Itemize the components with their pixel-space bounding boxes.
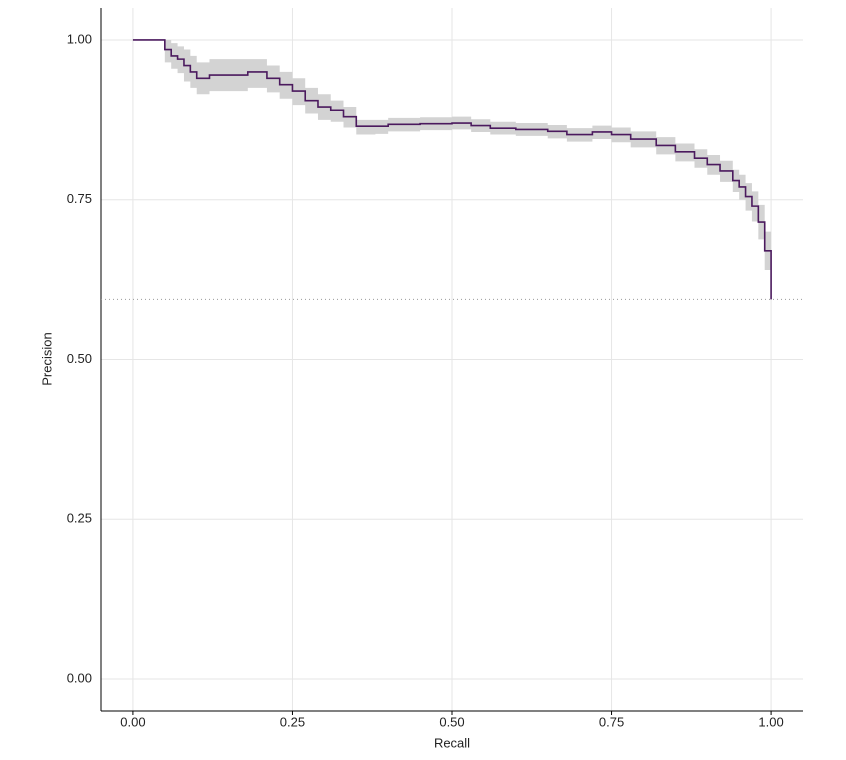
x-tick-label: 1.00 bbox=[758, 714, 783, 729]
x-tick-label: 0.00 bbox=[120, 714, 145, 729]
y-tick-label: 0.00 bbox=[67, 670, 92, 685]
y-tick-label: 0.25 bbox=[67, 511, 92, 526]
confidence-band bbox=[132, 39, 772, 322]
y-tick-label: 0.75 bbox=[67, 191, 92, 206]
x-axis-title: Recall bbox=[434, 735, 470, 750]
y-tick-label: 1.00 bbox=[67, 31, 92, 46]
x-tick-label: 0.50 bbox=[439, 714, 464, 729]
pr-curve bbox=[132, 39, 772, 300]
x-tick-label: 0.25 bbox=[280, 714, 305, 729]
x-tick-label: 0.75 bbox=[599, 714, 624, 729]
y-axis-title: Precision bbox=[39, 332, 54, 385]
y-tick-label: 0.50 bbox=[67, 351, 92, 366]
